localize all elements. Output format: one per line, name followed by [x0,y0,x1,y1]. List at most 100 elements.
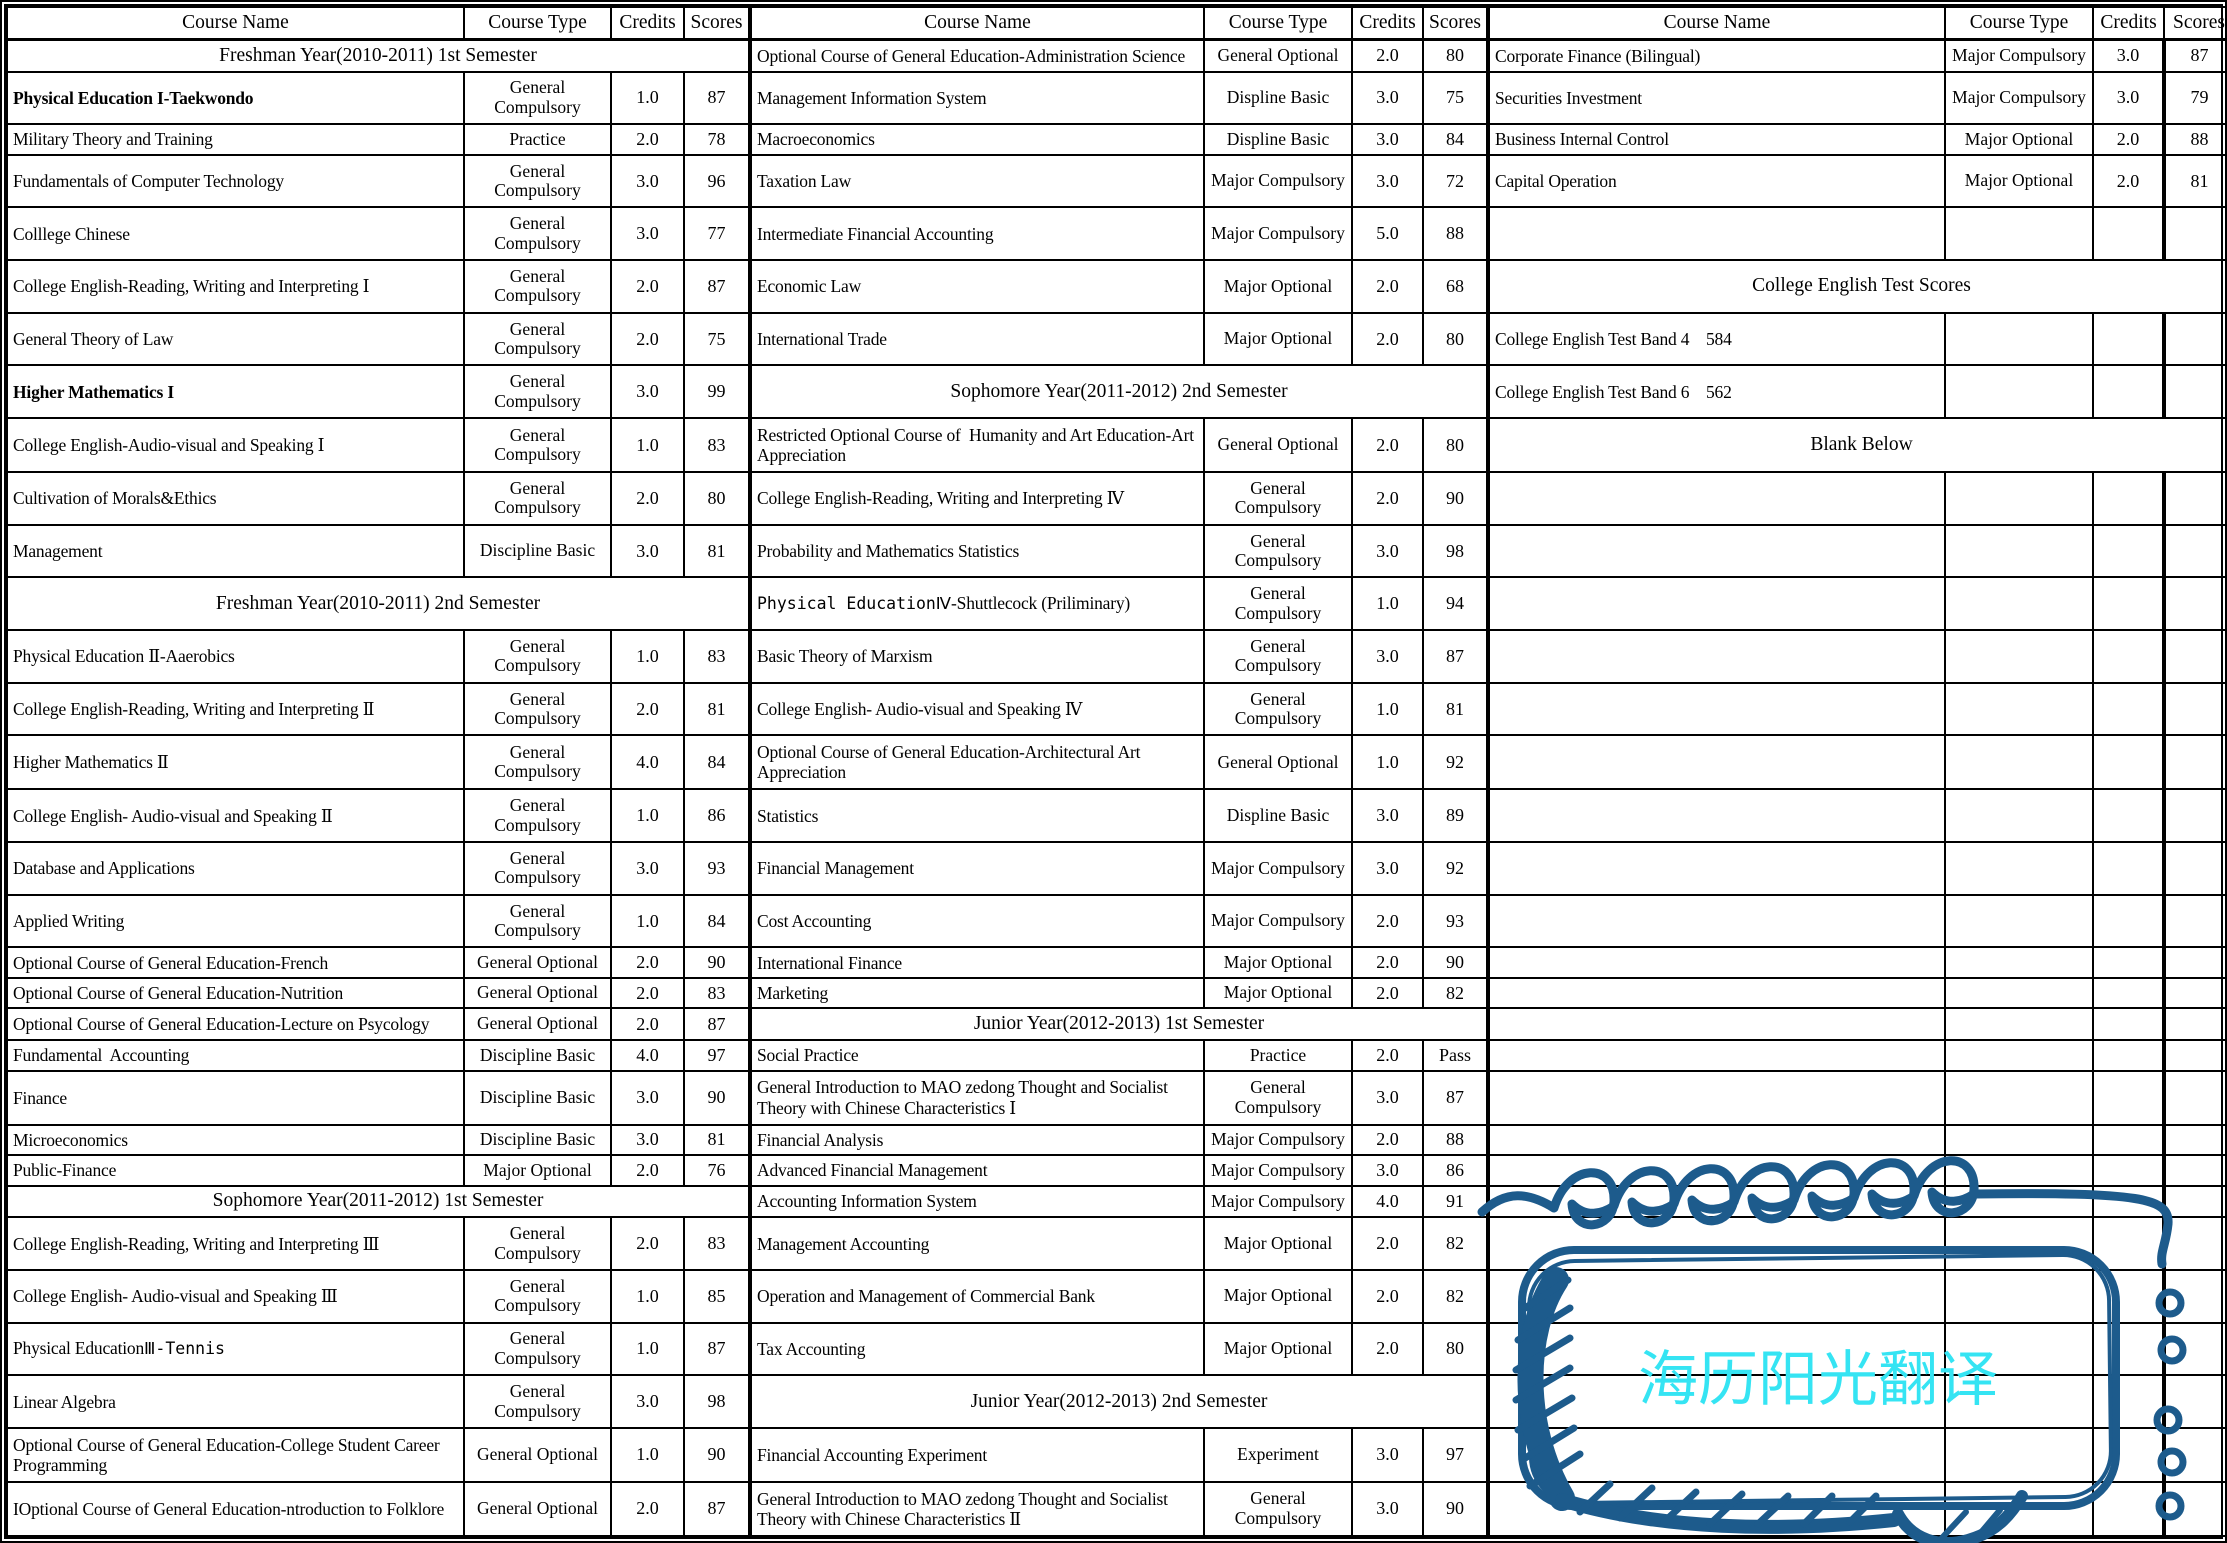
course-name-cell: International Trade [748,311,1205,367]
credits-cell [2092,471,2165,526]
course-name-cell: Optional Course of General Education-Nut… [6,976,465,1010]
course-name-cell [1486,1154,1946,1187]
course-type-cell [1944,681,2094,737]
scores-cell: 83 [683,1216,751,1271]
credits-cell [2092,681,2165,737]
scores-cell: 90 [1422,471,1489,526]
course-name-cell: College English-Audio-visual and Speakin… [6,417,465,474]
course-name-cell: Intermediate Financial Accounting [748,206,1205,262]
course-type-cell [1944,206,2094,262]
column-header: Scores [2163,5,2227,41]
course-type-cell [1944,523,2094,579]
credits-cell: 3.0 [1351,788,1424,844]
scores-cell: 99 [683,364,751,420]
scores-cell: 92 [1422,734,1489,791]
course-name-cell: Optional Course of General Education-Adm… [748,38,1205,73]
credits-cell: 4.0 [1351,1184,1424,1219]
course-type-cell [1944,1268,2094,1324]
course-type-cell [1944,364,2094,420]
course-name-cell: Fundamentals of Computer Technology [6,153,465,209]
course-name-cell [1486,206,1946,262]
course-name-cell: Management Information System [748,70,1205,126]
credits-cell: 3.0 [1351,1480,1424,1538]
course-name-cell: General Introduction to MAO zedong Thoug… [748,1480,1205,1538]
credits-cell [2092,311,2165,367]
scores-cell: 76 [683,1154,751,1187]
credits-cell [2092,1480,2165,1538]
course-type-cell: General Compulsory [1203,523,1353,579]
credits-cell [2092,1374,2165,1429]
course-name-cell: Financial Analysis [748,1123,1205,1157]
course-name-cell: General Introduction to MAO zedong Thoug… [748,1069,1205,1126]
scores-cell: 87 [1422,1069,1489,1126]
credits-cell: 2.0 [1351,471,1424,526]
scores-cell [2162,1321,2227,1377]
course-type-cell: General Compulsory [1203,576,1353,632]
scores-cell: 82 [1422,1268,1489,1324]
course-type-cell [1944,1480,2094,1538]
course-type-cell: Major Compulsory [1203,841,1353,896]
credits-cell: 2.0 [610,1216,685,1271]
course-name-cell [1486,893,1946,949]
credits-cell: 1.0 [610,1268,685,1324]
course-name-cell [1486,841,1946,896]
credits-cell: 3.0 [610,1069,685,1126]
transcript-table: Course Name Course Type Credits Scores Cours… [6,5,2227,1538]
column-header: Course Name [1486,5,1946,41]
course-type-cell: Major Compulsory [1203,893,1353,949]
scores-cell [2162,841,2227,896]
credits-cell [2092,976,2165,1010]
scores-cell: 88 [1422,1123,1489,1157]
course-name-cell: Restricted Optional Course of Humanity a… [748,417,1205,474]
scores-cell: 91 [1422,1184,1489,1219]
credits-cell: 1.0 [1351,681,1424,737]
course-name-cell: Corporate Finance (Bilingual) [1486,38,1946,73]
scores-cell [2162,681,2227,737]
course-type-cell: General Compulsory [463,471,612,526]
scores-cell: 80 [1422,38,1489,73]
scores-cell: 79 [2162,70,2227,126]
course-name-cell: Social Practice [748,1039,1205,1072]
course-name-cell: College English- Audio-visual and Speaki… [6,1268,465,1324]
course-name-cell [1486,576,1946,632]
credits-cell: 3.0 [1351,123,1424,156]
course-name-cell [1486,946,1946,979]
credits-cell: 3.0 [1351,1154,1424,1187]
credits-cell: 2.0 [1351,417,1424,474]
credits-cell: 2.0 [1351,946,1424,979]
course-name-segment: -Shuttlecock (Priliminary) [951,593,1131,614]
course-type-cell: Major Compulsory [1203,153,1353,209]
section-header: Sophomore Year(2011-2012) 2nd Semester [748,364,1489,420]
course-type-cell: General Optional [463,1007,612,1042]
course-type-cell: Major Optional [463,1154,612,1187]
course-name-cell: Cost Accounting [748,893,1205,949]
course-name-cell: Higher Mathematics I [6,364,465,420]
scores-cell: 87 [683,259,751,314]
credits-cell: 2.0 [610,976,685,1010]
course-type-cell: Major Compulsory [1203,1184,1353,1219]
scores-cell [2162,576,2227,632]
credits-cell [2092,1268,2165,1324]
course-type-cell: General Compulsory [463,734,612,791]
credits-cell: 3.0 [1351,1069,1424,1126]
credits-cell [2092,1321,2165,1377]
credits-cell: 2.0 [1351,1123,1424,1157]
course-type-cell: General Compulsory [463,1321,612,1377]
course-type-cell [1944,1184,2094,1219]
course-type-cell: General Compulsory [1203,1069,1353,1126]
credits-cell [2092,788,2165,844]
scores-cell: 88 [2162,123,2227,156]
course-name-cell: Linear Algebra [6,1374,465,1429]
course-type-cell: General Optional [463,1426,612,1483]
course-type-cell [1944,946,2094,979]
course-name-cell [1486,523,1946,579]
credits-cell: 1.0 [610,417,685,474]
credits-cell: 3.0 [1351,1426,1424,1483]
scores-cell [2162,1123,2227,1157]
scores-cell: 84 [1422,123,1489,156]
credits-cell: 3.0 [610,523,685,579]
credits-cell: 4.0 [610,734,685,791]
course-type-cell: Major Optional [1203,1268,1353,1324]
credits-cell: 3.0 [2092,38,2165,73]
scores-cell: 82 [1422,1216,1489,1271]
